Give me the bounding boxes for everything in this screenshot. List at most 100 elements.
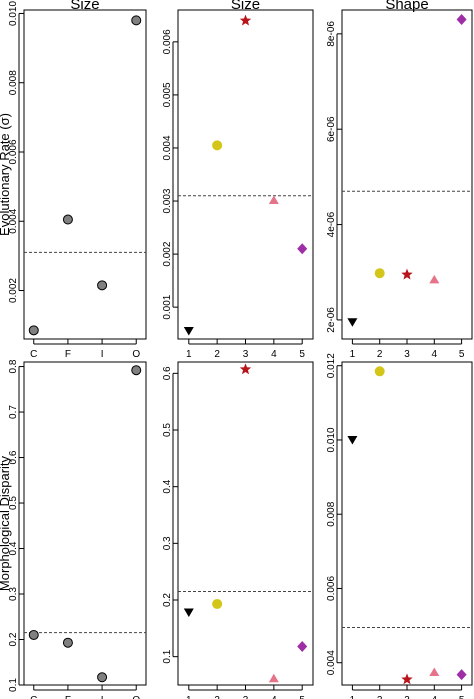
data-point-F <box>62 214 73 225</box>
y-tick-label: 8e-06 <box>326 21 337 47</box>
plot-frame <box>341 9 473 340</box>
column-title: Size <box>231 0 260 13</box>
x-tick-label: 3 <box>243 349 249 360</box>
column-title: Shape <box>385 0 428 13</box>
x-tick-label: O <box>132 349 140 360</box>
y-tick-label: 0.4 <box>8 541 19 555</box>
y-tick-label: 0.6 <box>162 366 173 380</box>
x-tick-label: C <box>30 349 37 360</box>
y-tick-label: 0.003 <box>162 188 173 213</box>
x-tick-label: 2 <box>377 695 383 699</box>
y-tick-label: 0.002 <box>162 241 173 266</box>
x-tick-label: 3 <box>243 695 249 699</box>
x-tick-label: 5 <box>299 695 305 699</box>
data-point-I <box>97 280 108 291</box>
y-tick-label: 2e-06 <box>326 307 337 333</box>
data-point-O <box>131 15 142 26</box>
data-point-1 <box>347 435 358 445</box>
y-tick-label: 0.8 <box>8 359 19 373</box>
data-point-3 <box>401 673 413 685</box>
data-point-4 <box>429 274 440 284</box>
x-tick-label: 5 <box>459 695 465 699</box>
y-tick-label: 0.008 <box>8 70 19 95</box>
y-tick-label: 0.010 <box>326 427 337 452</box>
x-tick-label: 1 <box>350 695 356 699</box>
y-tick-label: 0.2 <box>8 632 19 646</box>
plot-frame <box>341 361 473 686</box>
x-tick-label: 1 <box>350 349 356 360</box>
y-tick-label: 0.2 <box>162 593 173 607</box>
y-tick-label: 4e-06 <box>326 211 337 237</box>
x-tick-label: 2 <box>214 349 220 360</box>
x-tick-label: 5 <box>459 349 465 360</box>
y-tick-label: 0.5 <box>8 496 19 510</box>
x-tick-label: 3 <box>404 695 410 699</box>
x-tick-label: 5 <box>299 349 305 360</box>
panel-5: 0.1 0.2 0.3 0.4 0.5 0.6 1 2 3 4 5 <box>162 361 314 699</box>
y-tick-label: 0.012 <box>326 353 337 378</box>
data-point-3 <box>401 268 413 280</box>
x-tick-label: 1 <box>186 695 192 699</box>
panel-6: 0.004 0.006 0.008 0.010 0.012 1 2 3 4 5 <box>326 353 473 699</box>
y-tick-label: 0.006 <box>326 576 337 601</box>
y-tick-label: 0.010 <box>8 1 19 26</box>
y-tick-label: 0.6 <box>8 450 19 464</box>
y-tick-label: 0.002 <box>8 278 19 303</box>
plot-frame <box>23 9 147 340</box>
x-tick-label: O <box>132 695 140 699</box>
y-tick-label: 6e-06 <box>326 116 337 142</box>
data-point-C <box>28 325 39 336</box>
data-point-C <box>28 629 39 640</box>
data-point-5 <box>456 669 467 681</box>
x-tick-label: F <box>65 695 71 699</box>
x-tick-label: I <box>101 695 104 699</box>
plot-frame <box>177 361 314 686</box>
data-point-1 <box>183 608 194 617</box>
data-point-I <box>97 672 108 683</box>
panel-3: 2e-06 4e-06 6e-06 8e-06 1 2 3 4 5 Shape <box>326 0 473 360</box>
data-point-5 <box>456 14 467 26</box>
x-tick-label: 1 <box>186 349 192 360</box>
column-title: Size <box>70 0 99 13</box>
y-axis-label: Evolutionary Rate (σ) <box>0 113 12 236</box>
y-tick-label: 0.004 <box>8 208 19 233</box>
data-point-F <box>62 637 73 648</box>
panel-4: 0.1 0.2 0.3 0.4 0.5 0.6 0.7 0.8 C F I O Morphologica… <box>0 359 147 699</box>
data-point-4 <box>268 195 279 204</box>
data-point-5 <box>297 243 308 255</box>
data-point-5 <box>297 640 308 652</box>
x-tick-label: I <box>101 349 104 360</box>
data-point-3 <box>239 363 252 375</box>
x-tick-label: 4 <box>271 349 277 360</box>
x-tick-label: C <box>30 695 37 699</box>
y-tick-label: 0.004 <box>326 650 337 675</box>
x-tick-label: 4 <box>271 695 277 699</box>
y-tick-label: 0.1 <box>162 649 173 663</box>
data-point-1 <box>183 327 194 336</box>
data-point-2 <box>212 598 223 609</box>
y-tick-label: 0.5 <box>162 423 173 437</box>
plot-frame <box>23 361 147 686</box>
y-tick-label: 0.005 <box>162 82 173 107</box>
y-tick-label: 0.4 <box>162 479 173 493</box>
y-tick-label: 0.3 <box>162 536 173 550</box>
y-axis-label: Morphological Disparity <box>0 455 12 591</box>
y-tick-label: 0.006 <box>8 139 19 164</box>
data-point-3 <box>239 14 252 26</box>
x-tick-label: 3 <box>404 349 410 360</box>
x-tick-label: 4 <box>432 349 438 360</box>
x-tick-label: F <box>65 349 71 360</box>
y-tick-label: 0.1 <box>8 678 19 692</box>
data-point-1 <box>347 318 358 327</box>
y-tick-label: 0.006 <box>162 29 173 54</box>
data-point-4 <box>268 673 279 683</box>
y-tick-label: 0.7 <box>8 405 19 419</box>
panel-2: 0.001 0.002 0.003 0.004 0.005 0.006 1 2 3 4 5 Size <box>162 0 314 360</box>
data-point-O <box>131 365 142 376</box>
data-point-2 <box>374 268 385 279</box>
data-point-4 <box>429 667 440 677</box>
data-point-2 <box>374 366 385 377</box>
y-tick-label: 0.3 <box>8 587 19 601</box>
x-tick-label: 4 <box>432 695 438 699</box>
y-tick-label: 0.008 <box>326 501 337 526</box>
